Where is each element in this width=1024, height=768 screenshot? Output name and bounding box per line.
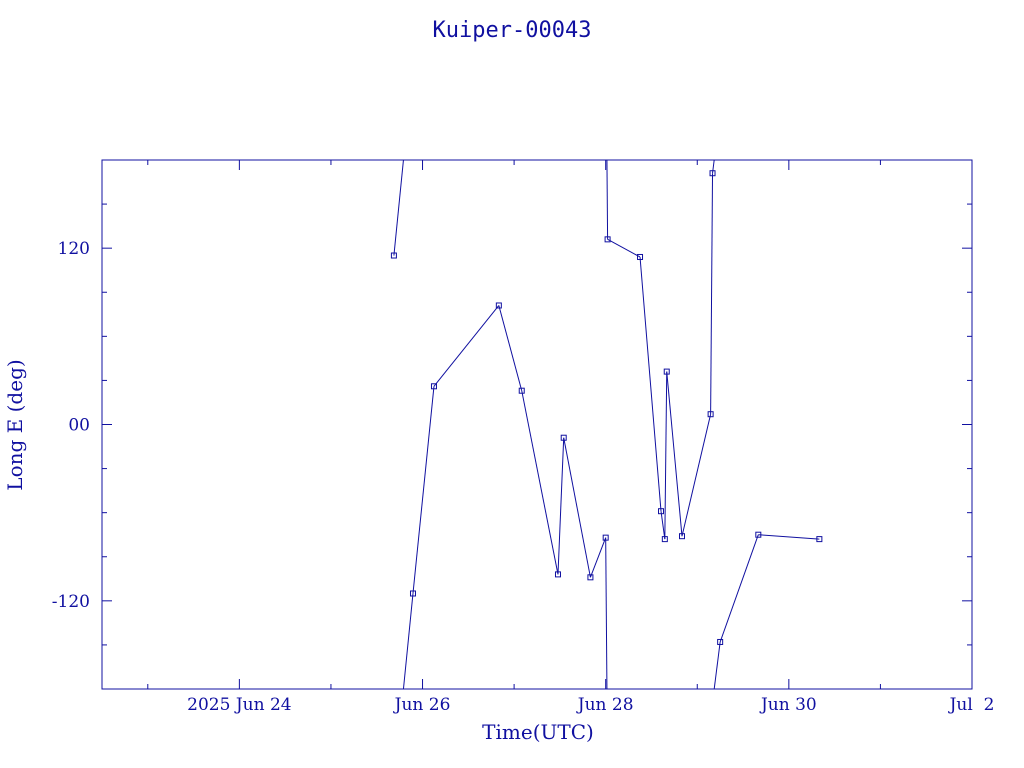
y-tick-label: -120 bbox=[52, 592, 90, 612]
data-point bbox=[495, 302, 502, 309]
data-point bbox=[390, 252, 397, 259]
data-point bbox=[816, 536, 823, 543]
data-point bbox=[637, 253, 644, 260]
data-point bbox=[658, 508, 665, 515]
x-tick-label: Jul 2 bbox=[948, 695, 995, 715]
series-segment bbox=[639, 256, 662, 512]
series-segment bbox=[710, 173, 714, 415]
series-segment bbox=[607, 238, 641, 258]
plot-frame bbox=[101, 159, 973, 690]
series-lines bbox=[393, 160, 820, 689]
series-segment bbox=[563, 437, 591, 578]
series-segment bbox=[498, 305, 523, 391]
data-point bbox=[430, 383, 437, 390]
series-segment bbox=[664, 371, 668, 540]
series-segment bbox=[666, 371, 683, 537]
series-segment bbox=[719, 534, 759, 643]
chart-title: Kuiper-00043 bbox=[433, 18, 592, 43]
series-segment bbox=[712, 160, 715, 174]
data-point bbox=[554, 571, 561, 578]
series-segment bbox=[402, 593, 414, 689]
plot-area bbox=[390, 160, 823, 689]
y-axis-label: Long E (deg) bbox=[3, 359, 27, 490]
data-point bbox=[709, 170, 716, 177]
x-tick-label: Jun 28 bbox=[576, 695, 634, 715]
axis-tick-labels: 2025 Jun 24 Jun 26 Jun 28 Jun 30 Jul 2 120 00 -… bbox=[52, 239, 995, 715]
series-segment bbox=[606, 160, 609, 240]
data-point bbox=[560, 434, 567, 441]
data-point bbox=[587, 574, 594, 581]
series-segment bbox=[557, 437, 565, 575]
series-segment bbox=[605, 537, 608, 689]
series-segment bbox=[433, 305, 500, 387]
series-segment bbox=[589, 537, 607, 578]
data-point bbox=[707, 411, 714, 418]
x-tick-label: Jun 30 bbox=[759, 695, 817, 715]
y-tick-label: 00 bbox=[68, 416, 90, 436]
series-segment bbox=[393, 160, 404, 256]
axis-ticks bbox=[102, 160, 973, 689]
data-point bbox=[409, 590, 416, 597]
data-point bbox=[717, 638, 724, 645]
x-tick-label: Jun 26 bbox=[393, 695, 451, 715]
y-tick-label: 120 bbox=[58, 239, 90, 259]
series-segment bbox=[681, 414, 712, 537]
data-point bbox=[663, 368, 670, 375]
x-axis-label: Time(UTC) bbox=[482, 720, 594, 744]
data-point bbox=[755, 531, 762, 538]
data-point bbox=[518, 387, 525, 394]
series-segment bbox=[660, 511, 666, 540]
x-tick-label: 2025 Jun 24 bbox=[187, 695, 291, 715]
data-point bbox=[661, 536, 668, 543]
data-point bbox=[679, 533, 685, 540]
data-point bbox=[602, 534, 609, 541]
series-segment bbox=[521, 390, 559, 575]
series-segment bbox=[758, 534, 820, 540]
series-segment bbox=[713, 641, 721, 689]
data-point bbox=[604, 236, 611, 243]
series-segment bbox=[412, 386, 435, 594]
